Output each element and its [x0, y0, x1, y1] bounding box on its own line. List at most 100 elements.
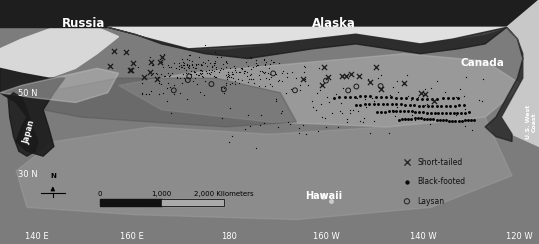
- Point: [234, 70, 243, 73]
- Point: [199, 76, 208, 80]
- Point: [243, 70, 252, 74]
- Point: [400, 82, 409, 86]
- Point: [222, 65, 230, 69]
- Polygon shape: [0, 27, 119, 78]
- Point: [223, 61, 232, 65]
- Point: [178, 63, 187, 67]
- Point: [418, 97, 426, 101]
- Point: [195, 73, 204, 77]
- Text: 140 W: 140 W: [410, 232, 437, 241]
- Point: [408, 113, 417, 117]
- Point: [337, 74, 346, 78]
- Point: [183, 62, 191, 66]
- Point: [195, 71, 204, 75]
- Point: [281, 92, 290, 95]
- Point: [140, 75, 149, 79]
- Point: [343, 117, 351, 121]
- Point: [225, 73, 233, 77]
- Point: [222, 81, 231, 85]
- Point: [361, 97, 369, 101]
- Point: [255, 84, 264, 88]
- Point: [356, 103, 364, 107]
- Text: 0: 0: [98, 192, 102, 197]
- Point: [301, 132, 310, 136]
- Point: [223, 70, 232, 74]
- Point: [217, 85, 226, 89]
- Point: [430, 99, 438, 103]
- Point: [255, 123, 264, 127]
- Point: [200, 93, 209, 97]
- Point: [246, 124, 255, 128]
- Point: [159, 92, 168, 95]
- Point: [278, 79, 287, 83]
- Text: Black-footed: Black-footed: [418, 177, 466, 186]
- Point: [163, 99, 171, 103]
- Point: [396, 102, 405, 106]
- Point: [220, 91, 229, 95]
- Point: [225, 106, 234, 110]
- Point: [208, 64, 216, 68]
- Point: [191, 76, 200, 80]
- Point: [392, 102, 400, 106]
- Text: N: N: [50, 173, 56, 179]
- Point: [316, 102, 325, 106]
- Point: [378, 102, 387, 106]
- Point: [269, 71, 278, 75]
- Point: [259, 58, 268, 61]
- Bar: [100, 199, 162, 206]
- Point: [315, 66, 323, 70]
- Point: [428, 97, 437, 101]
- Point: [224, 72, 232, 76]
- Point: [169, 83, 178, 87]
- Point: [392, 96, 400, 100]
- Point: [426, 117, 434, 121]
- Point: [249, 77, 258, 81]
- Point: [421, 103, 430, 107]
- Point: [183, 71, 192, 75]
- Point: [315, 88, 324, 92]
- Point: [179, 72, 188, 76]
- Point: [229, 72, 237, 76]
- Point: [426, 111, 435, 115]
- Point: [194, 73, 202, 77]
- Point: [423, 111, 431, 114]
- Point: [401, 117, 410, 121]
- Point: [313, 129, 322, 132]
- Point: [194, 55, 203, 59]
- Point: [296, 88, 305, 92]
- Point: [148, 63, 156, 67]
- Point: [252, 61, 260, 65]
- Point: [251, 64, 260, 68]
- Point: [183, 63, 192, 67]
- Point: [266, 72, 274, 76]
- Point: [429, 117, 438, 121]
- Point: [186, 72, 195, 76]
- Point: [383, 102, 391, 106]
- Point: [445, 119, 453, 122]
- Point: [392, 109, 400, 113]
- Text: 30 N: 30 N: [18, 170, 38, 179]
- Point: [461, 107, 469, 111]
- Point: [158, 55, 167, 59]
- Point: [470, 118, 479, 122]
- Text: Russia: Russia: [62, 17, 105, 30]
- Point: [250, 81, 259, 85]
- Polygon shape: [485, 27, 523, 142]
- Point: [455, 103, 464, 107]
- Point: [355, 74, 363, 78]
- Point: [233, 77, 242, 81]
- Point: [451, 119, 460, 123]
- Point: [215, 71, 223, 74]
- Point: [196, 62, 205, 66]
- Point: [192, 61, 201, 65]
- Text: Hawaii: Hawaii: [305, 192, 342, 201]
- Point: [167, 111, 175, 115]
- Point: [222, 59, 230, 63]
- Point: [210, 61, 218, 65]
- Point: [458, 119, 466, 122]
- Point: [165, 74, 174, 78]
- Text: 160 W: 160 W: [313, 232, 340, 241]
- Point: [244, 64, 253, 68]
- Point: [312, 108, 320, 112]
- Point: [467, 118, 475, 122]
